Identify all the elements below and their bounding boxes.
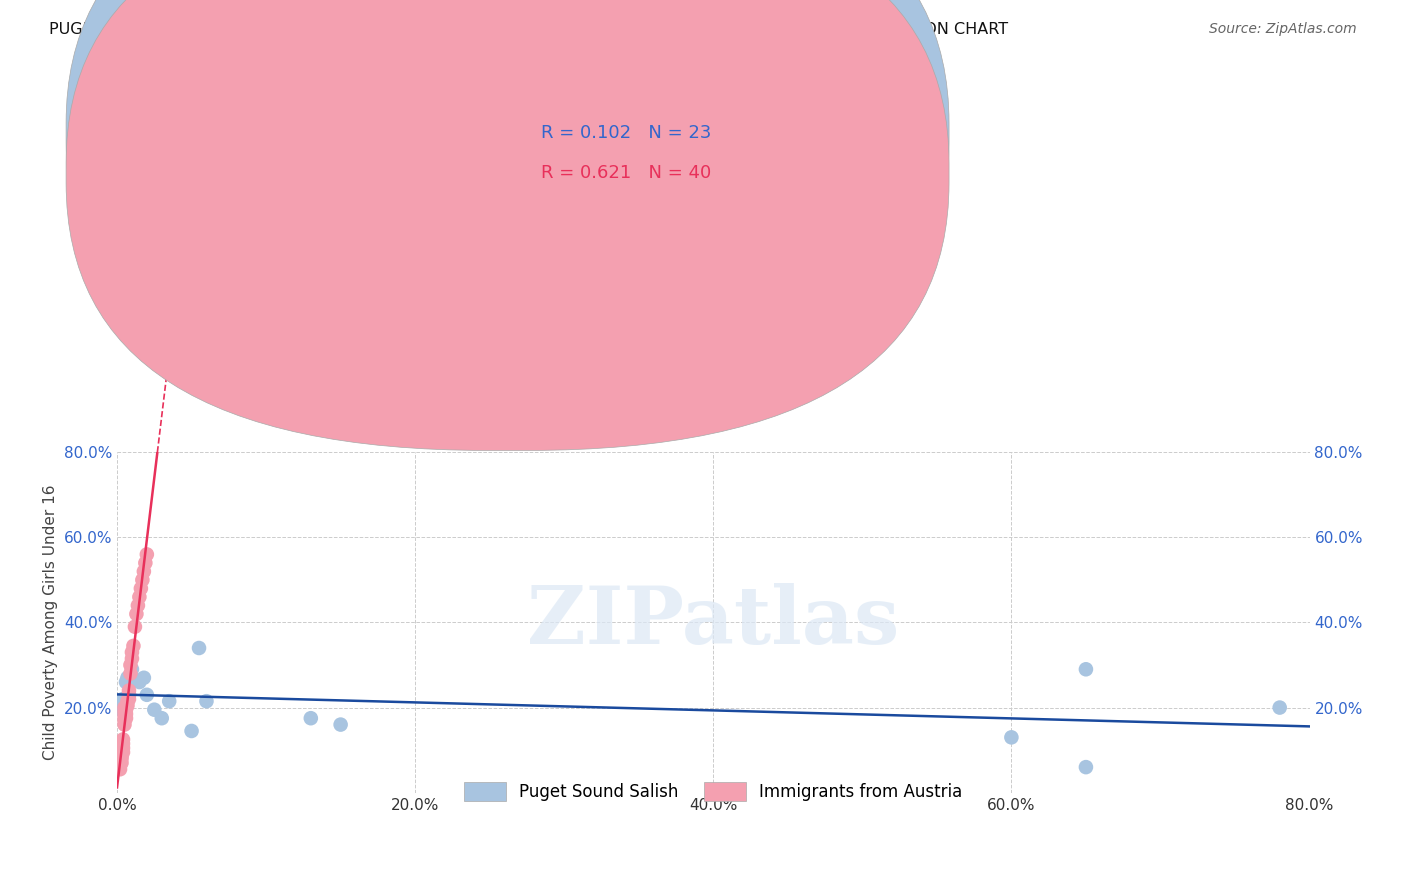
Y-axis label: Child Poverty Among Girls Under 16: Child Poverty Among Girls Under 16 xyxy=(44,484,58,760)
Point xyxy=(117,694,139,708)
Point xyxy=(110,737,132,751)
Point xyxy=(114,717,136,731)
Point xyxy=(118,688,141,702)
Text: PUGET SOUND SALISH VS IMMIGRANTS FROM AUSTRIA CHILD POVERTY AMONG GIRLS UNDER 16: PUGET SOUND SALISH VS IMMIGRANTS FROM AU… xyxy=(49,22,1008,37)
Point xyxy=(127,599,149,613)
Point xyxy=(135,548,157,562)
Point xyxy=(129,582,152,596)
Point xyxy=(150,711,173,725)
Point xyxy=(157,694,180,708)
Point xyxy=(143,703,166,717)
Point xyxy=(125,607,148,621)
Point xyxy=(111,732,134,747)
Point xyxy=(128,590,150,604)
Point xyxy=(108,762,131,776)
Point xyxy=(118,688,141,702)
Point xyxy=(110,751,132,765)
Point xyxy=(114,700,136,714)
Point xyxy=(1074,662,1097,676)
Point xyxy=(115,706,138,721)
Point xyxy=(122,639,145,653)
Point xyxy=(117,698,139,713)
Point xyxy=(111,692,134,706)
Point xyxy=(117,671,139,685)
Point xyxy=(134,556,156,570)
Point xyxy=(1000,731,1022,745)
Text: R = 0.102   N = 23: R = 0.102 N = 23 xyxy=(541,124,711,142)
Point xyxy=(110,745,132,759)
Point xyxy=(111,745,134,759)
Point xyxy=(108,751,131,765)
Text: ZIPatlas: ZIPatlas xyxy=(527,583,900,662)
Point xyxy=(195,694,218,708)
Point xyxy=(110,703,132,717)
Point xyxy=(114,709,136,723)
Point xyxy=(115,675,138,690)
Point xyxy=(135,688,157,702)
Point xyxy=(114,714,136,728)
Point xyxy=(115,711,138,725)
Point xyxy=(111,741,134,756)
Point xyxy=(128,675,150,690)
Text: Source: ZipAtlas.com: Source: ZipAtlas.com xyxy=(1209,22,1357,37)
Point xyxy=(120,666,142,681)
Point xyxy=(299,711,322,725)
Point xyxy=(188,640,211,655)
Point xyxy=(114,705,136,719)
Point xyxy=(120,658,142,673)
Point xyxy=(131,573,153,587)
Point xyxy=(1074,760,1097,774)
Point xyxy=(115,703,138,717)
Point xyxy=(121,651,143,665)
Point xyxy=(118,683,141,698)
Point xyxy=(124,673,146,687)
Text: R = 0.621   N = 40: R = 0.621 N = 40 xyxy=(541,164,711,182)
Point xyxy=(1268,700,1291,714)
Point xyxy=(124,620,146,634)
Point xyxy=(180,723,202,738)
Point xyxy=(132,565,155,579)
Point xyxy=(108,758,131,772)
Point xyxy=(121,662,143,676)
Point xyxy=(121,645,143,659)
Point xyxy=(110,749,132,764)
Point xyxy=(118,692,141,706)
Point xyxy=(111,737,134,751)
Legend: Puget Sound Salish, Immigrants from Austria: Puget Sound Salish, Immigrants from Aust… xyxy=(458,775,969,808)
Point xyxy=(110,741,132,756)
Point xyxy=(329,717,352,731)
Point xyxy=(132,671,155,685)
Point xyxy=(110,756,132,770)
Point xyxy=(110,696,132,710)
